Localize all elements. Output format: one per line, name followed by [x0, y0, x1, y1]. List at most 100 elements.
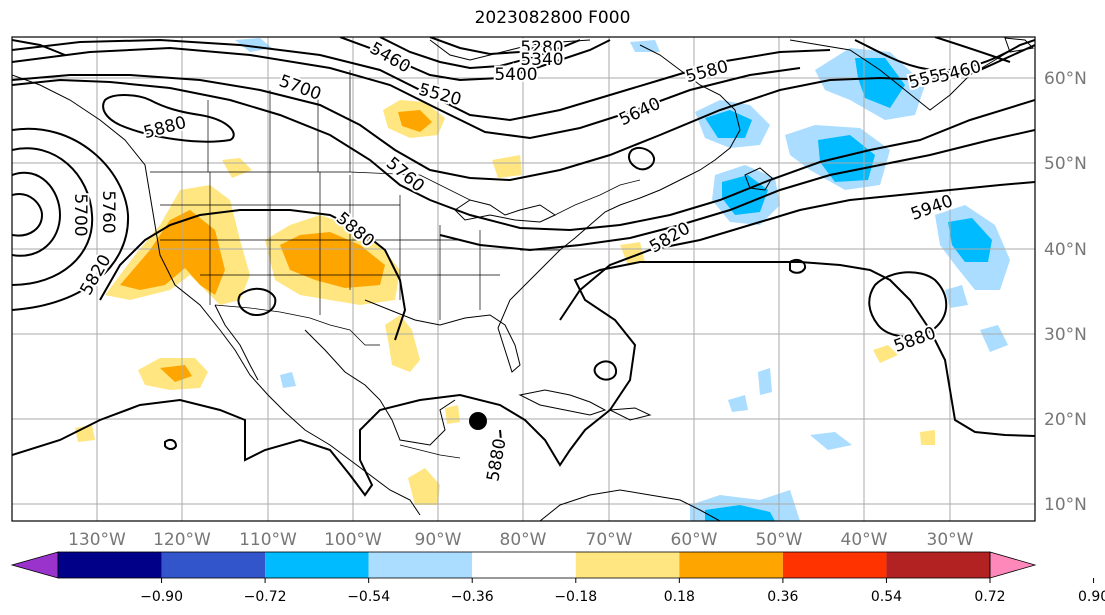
contour-label: 5640: [616, 94, 664, 130]
contour-line: [593, 360, 618, 381]
contour-line: [439, 129, 1035, 252]
longitude-label: 50°W: [756, 530, 803, 550]
coastline: [454, 199, 557, 223]
anomaly-positive-area: [385, 315, 420, 372]
colorbar-tick-label: −0.18: [554, 589, 597, 605]
contour-line: [164, 438, 178, 450]
contour-line: [99, 209, 407, 341]
contour-line: [429, 37, 549, 56]
colorbar-tick-label: −0.36: [451, 589, 494, 605]
anomaly-positive-area: [445, 405, 460, 424]
coastline: [214, 304, 259, 381]
colorbar-segment: [679, 552, 783, 578]
us-mexico-border: [214, 304, 380, 346]
anomaly-positive-area: [160, 365, 192, 382]
contour-label: 5880: [483, 437, 510, 483]
anomaly-negative-area: [728, 395, 748, 412]
anomaly-negative-area: [945, 285, 968, 308]
coastline: [1004, 37, 1035, 53]
contour-line: [12, 39, 66, 56]
contour-label: 5340: [520, 50, 563, 70]
colorbar-tick-label: 0.54: [871, 589, 902, 605]
longitude-label: 110°W: [239, 530, 297, 550]
contour-line: [237, 287, 277, 316]
contour-line: [868, 271, 948, 338]
colorbar-tick-label: 0.18: [664, 589, 695, 605]
colorbar-tick-label: 0.36: [767, 589, 798, 605]
anomaly-positive-area: [408, 468, 440, 505]
contour-line: [494, 429, 502, 476]
us-canada-border: [554, 179, 641, 216]
anomaly-positive-area: [920, 430, 935, 445]
storm-position-marker: [469, 412, 487, 430]
longitude-label: 100°W: [324, 530, 382, 550]
contour-line: [934, 37, 1011, 63]
anomaly-negative-area: [948, 218, 992, 262]
contour-label: 5820: [646, 219, 693, 258]
anomaly-negative-area: [705, 505, 775, 521]
anomaly-negative-area: [630, 40, 660, 52]
anomaly-positive-area: [120, 210, 225, 295]
anomaly-negative-area: [980, 325, 1008, 352]
coastlines: [12, 37, 1035, 521]
anomaly-negative-area: [818, 135, 875, 182]
longitude-label: 90°W: [415, 530, 462, 550]
anomaly-negative-area: [810, 432, 852, 450]
colorbar-outline: [57, 551, 991, 579]
map-frame: [11, 36, 1036, 522]
colorbar-tick-label: 0.72: [974, 589, 1005, 605]
height-contours: [12, 37, 1035, 497]
coastline: [497, 197, 641, 329]
anomaly-negative-area: [280, 372, 296, 388]
contour-label: 5880: [891, 323, 938, 357]
longitude-label: 130°W: [68, 530, 126, 550]
mexico-central-border: [399, 444, 461, 459]
colorbar: −0.90 −0.72 −0.54 −0.36 −0.18 0.18 0.36 0.54 0.7…: [10, 551, 1105, 605]
longitude-label: 40°W: [841, 530, 888, 550]
contour-line: [12, 78, 1035, 232]
contour-line: [789, 258, 807, 274]
contour-line: [102, 94, 235, 143]
longitude-axis: 130°W 120°W 110°W 100°W 90°W 80°W 70°W 60°W 50°W…: [68, 530, 974, 550]
contour-label: 5460: [366, 39, 413, 78]
colorbar-extend-high: [989, 551, 1037, 579]
contour-line: [628, 147, 656, 171]
coastline: [744, 167, 773, 191]
anomaly-positive-area: [873, 345, 898, 363]
colorbar-segment: [161, 552, 266, 578]
contour-line: [12, 46, 801, 140]
anomaly-negative-area: [705, 110, 752, 138]
anomaly-negative-area: [758, 368, 772, 395]
contour-line: [854, 39, 1035, 72]
contour-label: 5760: [98, 190, 118, 233]
contour-line: [339, 37, 611, 82]
colorbar-tick-label: −0.54: [347, 589, 390, 605]
contour-label: 5280: [520, 38, 563, 58]
contour-line: [12, 38, 831, 122]
colorbar-segment: [265, 552, 369, 578]
contour-label: 5700: [70, 193, 90, 236]
latitude-label: 20°N: [1044, 410, 1087, 430]
coastline: [639, 44, 741, 199]
colorbar-segment: [368, 552, 473, 578]
latitude-label: 30°N: [1044, 325, 1087, 345]
coastline: [304, 329, 456, 446]
latitude-label: 60°N: [1044, 69, 1087, 89]
latitude-label: 40°N: [1044, 240, 1087, 260]
longitude-label: 30°W: [927, 530, 974, 550]
contour-label: 5580: [684, 57, 731, 88]
colorbar-segment: [782, 552, 887, 578]
colorbar-segment: [58, 552, 162, 578]
contour-label: 5400: [494, 65, 537, 85]
longitude-label: 80°W: [500, 530, 547, 550]
contour-line: [12, 147, 94, 286]
contour-line: [12, 193, 44, 237]
shading-layer: [75, 38, 1010, 521]
contour-line: [12, 171, 62, 257]
coastline: [12, 74, 421, 516]
anomaly-positive-area: [280, 232, 385, 288]
coastline: [539, 489, 721, 521]
colorbar-segment: [472, 552, 576, 578]
longitude-label: 60°W: [671, 530, 718, 550]
